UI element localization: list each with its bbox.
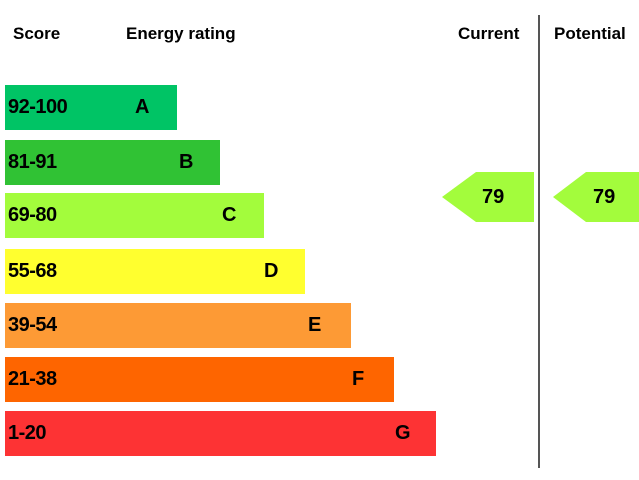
- potential-arrow-shape: [553, 172, 639, 222]
- band-range-label: 21-38: [8, 368, 57, 390]
- band-letter-label: D: [264, 260, 279, 282]
- rating-band-b: 81-91 B: [5, 140, 220, 185]
- energy-rating-header: Energy rating: [126, 24, 236, 43]
- band-range-label: 1-20: [8, 422, 47, 444]
- band-range-label: 55-68: [8, 260, 57, 282]
- band-range-label: 69-80: [8, 204, 57, 226]
- band-letter-label: B: [179, 151, 194, 173]
- rating-band-c: 69-80 C: [5, 193, 264, 238]
- rating-band-e: 39-54 E: [5, 303, 351, 348]
- band-range-label: 81-91: [8, 151, 57, 173]
- rating-band-g: 1-20 G: [5, 411, 436, 456]
- band-letter-label: C: [222, 204, 237, 226]
- band-letter-label: A: [135, 96, 150, 118]
- rating-band-a: 92-100 A: [5, 85, 177, 130]
- band-range-label: 39-54: [8, 314, 57, 336]
- band-letter-label: F: [352, 368, 365, 390]
- rating-band-f: 21-38 F: [5, 357, 394, 402]
- score-header: Score: [13, 24, 61, 43]
- rating-band-d: 55-68 D: [5, 249, 305, 294]
- band-letter-label: G: [395, 422, 411, 444]
- potential-rating-value: 79: [593, 186, 616, 208]
- current-rating-value: 79: [482, 186, 505, 208]
- potential-header: Potential: [554, 24, 626, 43]
- column-divider: [538, 15, 540, 468]
- current-arrow-shape: [442, 172, 534, 222]
- current-header: Current: [458, 24, 520, 43]
- band-letter-label: E: [308, 314, 322, 336]
- band-range-label: 92-100: [8, 96, 68, 118]
